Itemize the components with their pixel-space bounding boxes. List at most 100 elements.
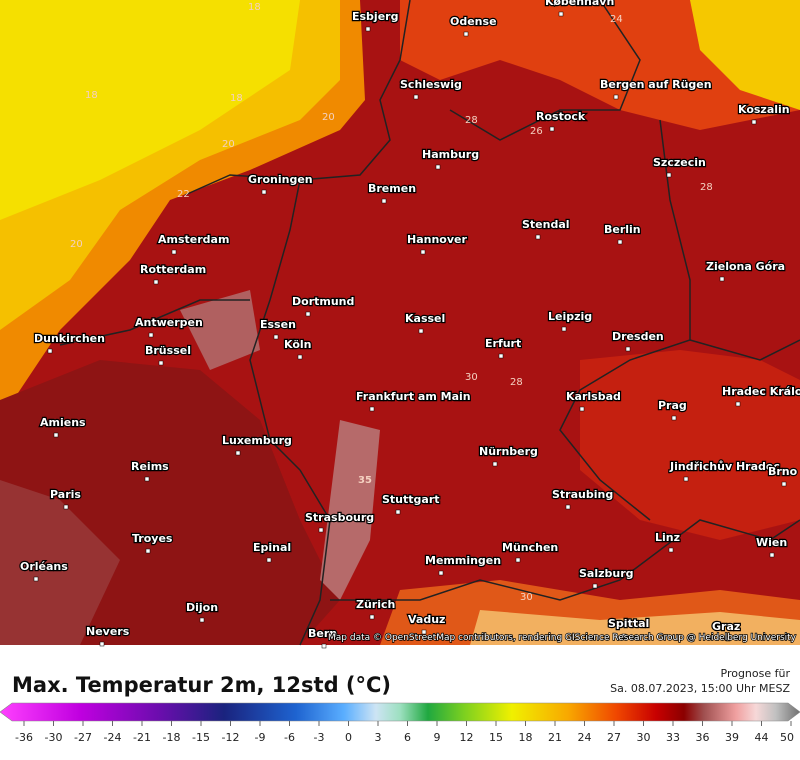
city-dot (769, 552, 775, 558)
city-name: Köln (284, 338, 312, 351)
city-name: Spittal (608, 617, 649, 630)
city-dot (613, 94, 619, 100)
tick-label: -21 (133, 731, 151, 744)
city-name: Vaduz (408, 613, 445, 626)
city-name: Epinal (253, 541, 291, 554)
city-name: Amsterdam (158, 233, 229, 246)
baltic-yellow (690, 0, 800, 110)
city-dot (420, 249, 426, 255)
color-bar (0, 702, 800, 722)
attribution: Map data © OpenStreetMap contributors, r… (328, 633, 797, 643)
city-dot (395, 509, 401, 515)
city-name: Prag (658, 399, 687, 412)
city-name: München (502, 541, 558, 554)
city-name: Reims (131, 460, 169, 473)
city-name: Nürnberg (479, 445, 538, 458)
city-name: Odense (450, 15, 497, 28)
tick-label: 30 (637, 731, 651, 744)
city-dot (719, 276, 725, 282)
city-name: Bern (308, 627, 337, 640)
city-dot (421, 629, 427, 635)
city-dot (369, 614, 375, 620)
city-dot (199, 617, 205, 623)
city-dot (725, 636, 731, 642)
tick-label: 24 (578, 731, 592, 744)
contour-label: 30 (465, 372, 478, 383)
city-dot (261, 189, 267, 195)
city-dot (273, 334, 279, 340)
city-name: Stuttgart (382, 493, 440, 506)
city-dot (153, 279, 159, 285)
city-dot (592, 583, 598, 589)
city-dot (321, 643, 327, 649)
tick-label: 36 (696, 731, 710, 744)
france-hot (0, 480, 120, 645)
tick-label: -30 (45, 731, 63, 744)
city-name: Salzburg (579, 567, 634, 580)
city-name: Stendal (522, 218, 570, 231)
city-dot (297, 354, 303, 360)
city-dot (625, 346, 631, 352)
tick-label: -9 (255, 731, 266, 744)
city-name: Hannover (407, 233, 467, 246)
forecast-time: Sa. 08.07.2023, 15:00 Uhr MESZ (610, 682, 790, 695)
city-dot (781, 481, 787, 487)
city-name: Zielona Góra (706, 260, 785, 273)
city-dot (266, 557, 272, 563)
city-name: Rostock (536, 110, 586, 123)
city-labels: Esbjerg Odense København Schleswig Bergen au… (19, 0, 800, 649)
tick-label: -15 (192, 731, 210, 744)
contour-label: 20 (222, 139, 235, 150)
city-dot (492, 461, 498, 467)
city-dot (413, 94, 419, 100)
tick-label: 0 (345, 731, 352, 744)
city-name: Dortmund (292, 295, 354, 308)
city-name: Rotterdam (140, 263, 206, 276)
city-dot (381, 198, 387, 204)
tick-label: -12 (222, 731, 240, 744)
contour-label: 26 (530, 126, 543, 137)
city-dot (369, 406, 375, 412)
city-name: Hradec Králové (722, 385, 800, 398)
city-name: Bergen auf Rügen (600, 78, 712, 91)
city-dot (751, 119, 757, 125)
city-name: Hamburg (422, 148, 479, 161)
city-name: Straubing (552, 488, 613, 501)
city-name: Antwerpen (135, 316, 203, 329)
city-dot (435, 164, 441, 170)
alps-high (470, 610, 800, 645)
city-name: Szczecin (653, 156, 706, 169)
contour-label: 18 (248, 2, 261, 13)
city-dot (549, 126, 555, 132)
color-bar-ticks: -36 -30 -27 -24 -21 -18 -15 -12 -9 -6 -3 0 3 6 9 12 15 18… (15, 721, 794, 744)
tick-label: -6 (284, 731, 295, 744)
city-dot (235, 450, 241, 456)
city-dot (305, 311, 311, 317)
city-name: Nevers (86, 625, 130, 638)
city-dot (63, 504, 69, 510)
city-name: Dunkirchen (34, 332, 105, 345)
city-dot (515, 557, 521, 563)
city-name: Jindřichův Hradec (669, 460, 780, 473)
tick-label: 12 (460, 731, 474, 744)
tick-label: -36 (15, 731, 33, 744)
city-name: Dresden (612, 330, 664, 343)
city-dot (171, 249, 177, 255)
city-name: Frankfurt am Main (356, 390, 471, 403)
tick-label: -24 (104, 731, 122, 744)
contour-label: 28 (510, 377, 523, 388)
tick-label: 9 (434, 731, 441, 744)
city-dot (158, 360, 164, 366)
czech (580, 350, 800, 540)
tick-label: 3 (375, 731, 382, 744)
borders (59, 0, 800, 646)
city-name: Berlin (604, 223, 641, 236)
contour-label: 20 (70, 239, 83, 250)
contour-label: 30 (520, 592, 533, 603)
city-dot (621, 633, 627, 639)
contour-label: 22 (177, 189, 190, 200)
city-dot (683, 476, 689, 482)
hot-area (180, 290, 260, 370)
